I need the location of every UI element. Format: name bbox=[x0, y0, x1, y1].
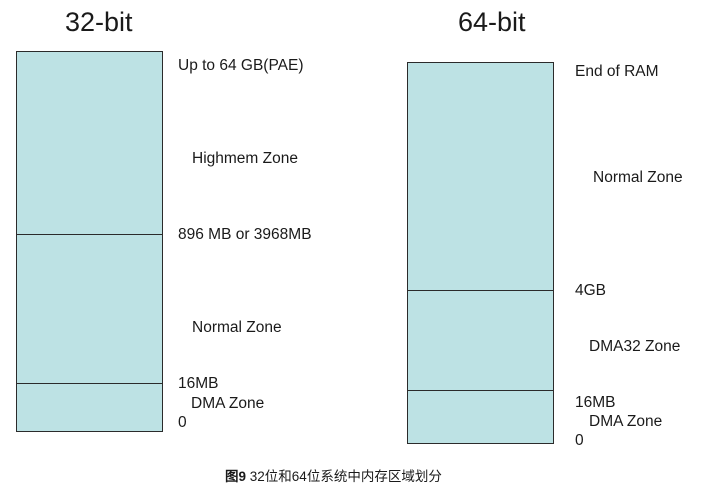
label-64-bottom: 0 bbox=[575, 432, 584, 449]
label-32-bottom: 0 bbox=[178, 414, 187, 431]
figure-caption-prefix: 图9 bbox=[225, 469, 247, 484]
label-32-highmem-zone: Highmem Zone bbox=[192, 150, 298, 167]
label-32-boundary-high: 896 MB or 3968MB bbox=[178, 226, 312, 243]
divider-highmem-normal bbox=[17, 234, 162, 235]
figure-caption: 图9 32位和64位系统中内存区域划分 bbox=[225, 470, 442, 484]
divider-normal-dma bbox=[17, 383, 162, 384]
label-64-dma32-zone: DMA32 Zone bbox=[589, 338, 681, 355]
label-32-normal-zone: Normal Zone bbox=[192, 319, 282, 336]
divider-dma32-dma bbox=[408, 390, 553, 391]
label-64-boundary-high: 4GB bbox=[575, 282, 607, 299]
label-32-dma-zone: DMA Zone bbox=[191, 395, 265, 412]
title-32bit: 32-bit bbox=[65, 7, 133, 37]
label-32-top: Up to 64 GB(PAE) bbox=[178, 57, 304, 74]
label-64-top: End of RAM bbox=[575, 63, 659, 80]
label-32-boundary-low: 16MB bbox=[178, 375, 219, 392]
memory-bar-64bit bbox=[407, 62, 554, 444]
divider-normal-dma32 bbox=[408, 290, 553, 291]
figure-caption-text: 32位和64位系统中内存区域划分 bbox=[249, 469, 442, 484]
memory-bar-32bit bbox=[16, 51, 163, 432]
title-64bit: 64-bit bbox=[458, 7, 526, 37]
label-64-normal-zone: Normal Zone bbox=[593, 169, 683, 186]
label-64-boundary-low: 16MB bbox=[575, 394, 616, 411]
label-64-dma-zone: DMA Zone bbox=[589, 413, 663, 430]
